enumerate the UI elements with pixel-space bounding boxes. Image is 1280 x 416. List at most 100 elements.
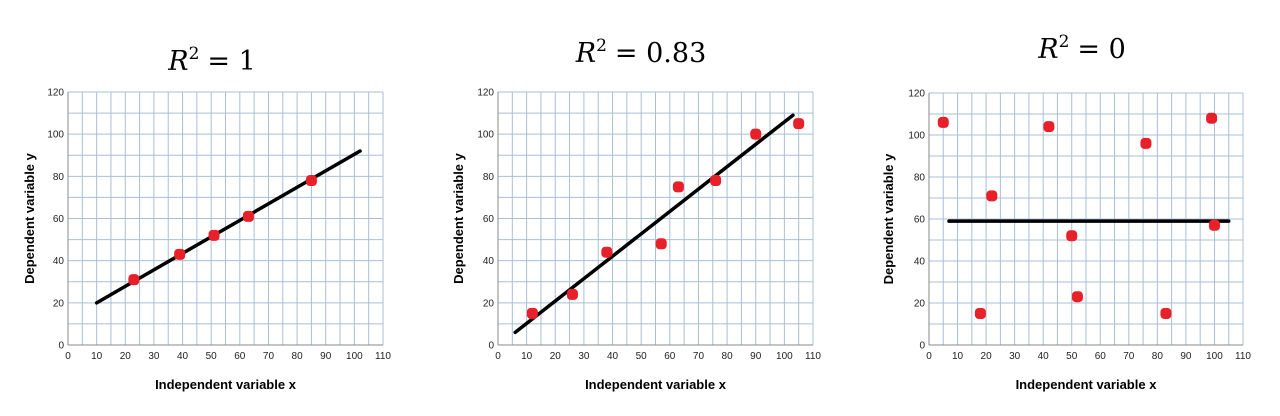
title-exponent: 2 xyxy=(1059,32,1070,52)
data-point xyxy=(128,274,140,286)
chart-1: 0 10 20 30 40 50 60 70 80 90 100 110 0 20 40 60 80 100 120… xyxy=(22,44,391,392)
x-tick-label: 110 xyxy=(375,351,391,362)
title-letter: R xyxy=(1037,34,1058,65)
x-tick-label: 100 xyxy=(776,351,793,362)
y-tick-label: 0 xyxy=(58,341,64,352)
x-tick-label: 0 xyxy=(65,351,71,362)
data-point xyxy=(1043,121,1055,133)
data-point xyxy=(986,190,998,202)
title-letter: R xyxy=(167,46,188,77)
y-tick-label: 80 xyxy=(914,173,926,184)
y-tick-label: 120 xyxy=(47,88,64,99)
x-tick-label: 50 xyxy=(206,351,218,362)
y-tick-label: 80 xyxy=(483,172,495,183)
title-exponent: 2 xyxy=(189,44,200,64)
data-point xyxy=(974,308,986,319)
x-tick-label: 70 xyxy=(693,351,705,362)
y-tick-label: 60 xyxy=(53,214,65,225)
data-point xyxy=(1066,230,1078,242)
x-tick-label: 20 xyxy=(120,351,132,362)
y-tick-label: 20 xyxy=(483,298,495,309)
chart-3: 0 10 20 30 40 50 60 70 80 90 100 110 0 20 40 60 80 100 120… xyxy=(881,32,1251,392)
y-tick-label: 100 xyxy=(908,131,925,142)
y-tick-label: 60 xyxy=(914,215,926,226)
x-tick-label: 90 xyxy=(320,351,332,362)
data-point xyxy=(1140,137,1152,149)
data-point xyxy=(566,288,578,300)
data-point xyxy=(710,175,722,187)
x-tick-label: 10 xyxy=(91,351,103,362)
x-tick-label: 50 xyxy=(1066,351,1078,362)
y-tick-label: 80 xyxy=(53,172,65,183)
x-tick-label: 30 xyxy=(148,351,160,362)
x-axis-title: Independent variable x xyxy=(585,377,727,392)
chart-2: 0 10 20 30 40 50 60 70 80 90 100 110 0 20 40 60 80 100 120… xyxy=(451,36,821,392)
x-axis-title: Independent variable x xyxy=(155,377,297,392)
y-axis-title: Dependent variable y xyxy=(22,152,37,284)
x-tick-label: 100 xyxy=(1206,351,1223,362)
y-tick-label: 120 xyxy=(477,88,494,99)
data-point xyxy=(672,181,684,193)
title-exponent: 2 xyxy=(596,36,607,56)
data-point xyxy=(526,307,538,319)
title-equation: = 0.83 xyxy=(615,38,706,69)
data-point xyxy=(750,128,762,140)
data-point xyxy=(655,238,667,250)
x-tick-label: 10 xyxy=(952,351,964,362)
y-tick-label: 20 xyxy=(914,299,926,310)
data-point xyxy=(937,116,949,128)
y-tick-label: 60 xyxy=(483,214,495,225)
data-point xyxy=(1206,112,1218,124)
x-axis-title: Independent variable x xyxy=(1016,377,1158,392)
x-tick-label: 70 xyxy=(1123,351,1135,362)
x-tick-label: 90 xyxy=(750,351,762,362)
y-axis-title: Dependent variable y xyxy=(881,153,896,285)
y-tick-label: 20 xyxy=(53,298,65,309)
y-tick-label: 100 xyxy=(477,130,494,141)
x-tick-label: 50 xyxy=(636,351,648,362)
x-tick-label: 110 xyxy=(805,351,821,362)
chart-title: R2 = 0.83 xyxy=(575,36,707,69)
data-point xyxy=(1071,291,1083,303)
x-tick-label: 80 xyxy=(1152,351,1164,362)
x-tick-label: 60 xyxy=(664,351,676,362)
data-point xyxy=(174,248,186,260)
x-tick-label: 100 xyxy=(346,351,363,362)
data-point xyxy=(305,175,317,187)
chart-title: R2 = 0 xyxy=(1037,32,1126,65)
x-tick-label: 110 xyxy=(1235,351,1251,362)
data-point xyxy=(1208,219,1220,231)
x-tick-label: 20 xyxy=(981,351,993,362)
x-tick-label: 0 xyxy=(926,351,932,362)
x-tick-label: 40 xyxy=(1038,351,1050,362)
x-tick-label: 40 xyxy=(607,351,619,362)
y-tick-label: 120 xyxy=(908,89,925,100)
x-tick-label: 20 xyxy=(550,351,562,362)
chart-title: R2 = 1 xyxy=(167,44,256,77)
x-tick-label: 80 xyxy=(292,351,304,362)
y-tick-label: 40 xyxy=(483,256,495,267)
y-tick-label: 0 xyxy=(919,341,925,352)
data-point xyxy=(242,210,254,222)
data-point xyxy=(208,229,220,241)
y-axis-title: Dependent variable y xyxy=(451,152,466,284)
data-point xyxy=(601,246,613,258)
fit-line xyxy=(94,149,362,305)
x-tick-label: 30 xyxy=(1009,351,1021,362)
x-tick-label: 60 xyxy=(234,351,246,362)
x-tick-label: 30 xyxy=(578,351,590,362)
title-equation: = 1 xyxy=(207,46,255,77)
gridlines xyxy=(67,91,384,346)
x-tick-label: 10 xyxy=(521,351,533,362)
data-point xyxy=(1160,308,1172,319)
y-tick-label: 0 xyxy=(488,341,494,352)
y-tick-label: 40 xyxy=(914,257,926,268)
x-tick-label: 40 xyxy=(177,351,189,362)
fit-line xyxy=(513,113,795,335)
title-letter: R xyxy=(575,38,596,69)
x-tick-label: 90 xyxy=(1180,351,1192,362)
x-tick-label: 80 xyxy=(722,351,734,362)
x-tick-label: 0 xyxy=(495,351,501,362)
